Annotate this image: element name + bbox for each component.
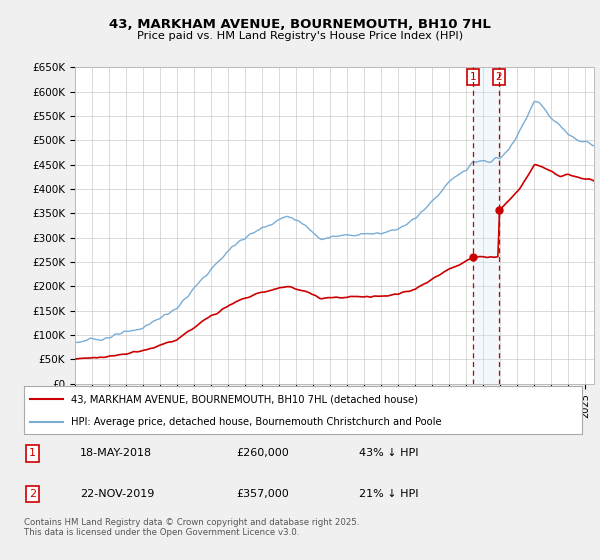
Text: 2: 2 <box>29 489 36 500</box>
Text: HPI: Average price, detached house, Bournemouth Christchurch and Poole: HPI: Average price, detached house, Bour… <box>71 417 442 427</box>
Text: Price paid vs. HM Land Registry's House Price Index (HPI): Price paid vs. HM Land Registry's House … <box>137 31 463 41</box>
Bar <box>473 67 499 384</box>
Text: 2: 2 <box>496 72 502 82</box>
Text: £357,000: £357,000 <box>236 489 289 500</box>
Text: £260,000: £260,000 <box>236 449 289 459</box>
Text: 21% ↓ HPI: 21% ↓ HPI <box>359 489 418 500</box>
Text: 18-MAY-2018: 18-MAY-2018 <box>80 449 152 459</box>
Text: 43, MARKHAM AVENUE, BOURNEMOUTH, BH10 7HL: 43, MARKHAM AVENUE, BOURNEMOUTH, BH10 7H… <box>109 18 491 31</box>
Text: 22-NOV-2019: 22-NOV-2019 <box>80 489 154 500</box>
Text: 1: 1 <box>470 72 476 82</box>
Text: 43% ↓ HPI: 43% ↓ HPI <box>359 449 418 459</box>
Text: Contains HM Land Registry data © Crown copyright and database right 2025.
This d: Contains HM Land Registry data © Crown c… <box>24 518 359 538</box>
Text: 1: 1 <box>29 449 36 459</box>
Text: 43, MARKHAM AVENUE, BOURNEMOUTH, BH10 7HL (detached house): 43, MARKHAM AVENUE, BOURNEMOUTH, BH10 7H… <box>71 394 418 404</box>
